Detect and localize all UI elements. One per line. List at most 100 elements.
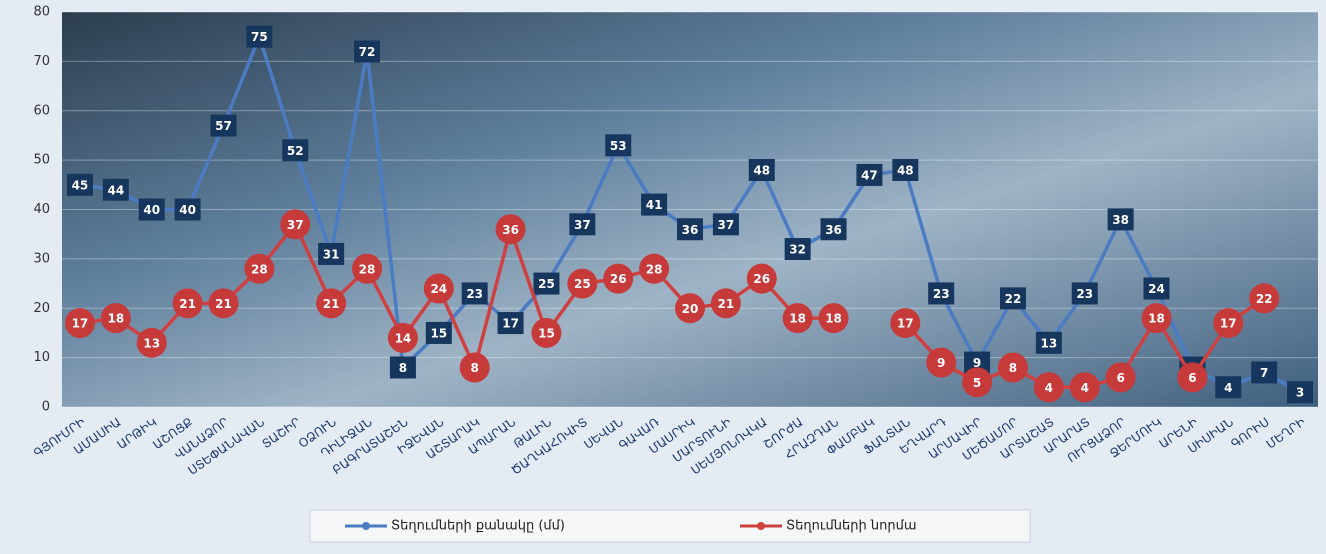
value-label-box [820,218,847,241]
value-label: 40 [143,203,160,217]
value-label-bubble [997,352,1028,383]
value-label-box [605,134,632,157]
value-label-bubble [136,327,167,358]
value-label-box [282,139,309,162]
value-label: 18 [107,312,124,326]
value-label: 24 [430,282,447,296]
value-label: 15 [430,326,447,340]
value-label: 23 [466,287,483,301]
value-label-box [1251,361,1278,384]
value-label-bubble [459,352,490,383]
value-label-box [928,282,955,305]
y-tick-label: 0 [42,400,50,415]
value-label-bubble [172,288,203,319]
value-label-bubble [1069,372,1100,403]
y-tick-label: 30 [33,251,50,266]
value-label-bubble [926,347,957,378]
value-label: 57 [215,119,232,133]
value-label-box [246,25,273,48]
value-label-box [712,213,739,236]
value-label-box [892,159,919,181]
value-label-bubble [710,288,741,319]
value-label: 4 [1045,381,1053,395]
value-label: 9 [937,356,945,370]
x-tick-label: ՄԵՂՐԻ [1264,415,1308,452]
value-label: 5 [973,376,981,390]
value-label: 37 [718,218,735,232]
value-label: 23 [1076,287,1093,301]
value-label: 8 [1009,361,1017,375]
y-tick-label: 70 [33,54,50,69]
value-label-box [748,159,775,181]
value-label: 21 [215,297,232,311]
value-label: 17 [72,317,89,331]
value-label-bubble [818,303,849,334]
value-label-bubble [1033,372,1064,403]
legend-box [309,509,1031,543]
value-label: 37 [287,218,304,232]
legend-label: Տեղումների նորմա [786,519,917,534]
value-label-bubble [244,253,275,284]
value-label-box [138,198,165,221]
legend-marker [362,522,370,530]
y-tick-label: 60 [33,103,50,118]
value-label-bubble [1249,283,1280,314]
value-label: 47 [861,168,878,182]
value-label-box [102,178,129,201]
value-label: 9 [973,356,981,370]
value-label-bubble [962,367,993,398]
value-label-bubble [1105,362,1136,393]
legend-marker [757,522,765,530]
value-label: 36 [502,223,519,237]
value-label: 36 [825,223,842,237]
value-label-box [210,114,237,137]
value-label: 8 [471,361,479,375]
y-tick-label: 10 [33,350,50,365]
x-tick-label: ԱՐԹԻԿ [115,415,160,452]
value-label-box [641,193,668,216]
value-label-bubble [675,293,705,324]
value-label-box [497,312,524,335]
value-label: 7 [1260,366,1268,380]
value-label-box [389,356,416,379]
x-tick-label: ՏԱՇԻՐ [259,415,303,451]
value-label: 52 [287,144,304,158]
value-label: 28 [646,262,663,276]
value-label-bubble [1177,362,1208,393]
value-label-bubble [352,253,383,284]
y-tick-label: 40 [33,202,50,217]
value-label-box [964,351,991,374]
value-label: 41 [646,198,663,212]
value-label: 22 [1005,292,1022,306]
value-label: 17 [897,317,914,331]
y-tick-label: 20 [33,301,50,316]
value-label: 72 [359,45,376,59]
value-label-bubble [208,288,239,319]
value-label: 13 [143,336,160,350]
value-label-box [174,198,201,221]
value-label: 31 [323,247,340,261]
value-label: 6 [1188,371,1196,385]
value-label-box [1143,277,1170,300]
value-label: 18 [789,312,806,326]
y-tick-label: 50 [33,153,50,168]
value-label-box [999,287,1026,310]
value-label: 17 [502,317,519,331]
value-label: 21 [718,297,735,311]
value-label-box [533,272,560,295]
value-label: 21 [179,297,196,311]
value-label-box [1287,381,1314,404]
value-label: 44 [107,183,124,197]
value-label-bubble [1141,303,1172,334]
value-label-bubble [782,303,813,334]
value-label: 37 [574,218,591,232]
value-label: 28 [359,262,376,276]
value-label-box [784,238,811,260]
value-label: 18 [825,312,842,326]
value-label-box [461,282,488,305]
value-label-box [677,218,703,241]
value-label-bubble [1213,308,1244,339]
value-label: 8 [399,361,407,375]
value-label: 21 [323,297,340,311]
value-label: 22 [1256,292,1273,306]
